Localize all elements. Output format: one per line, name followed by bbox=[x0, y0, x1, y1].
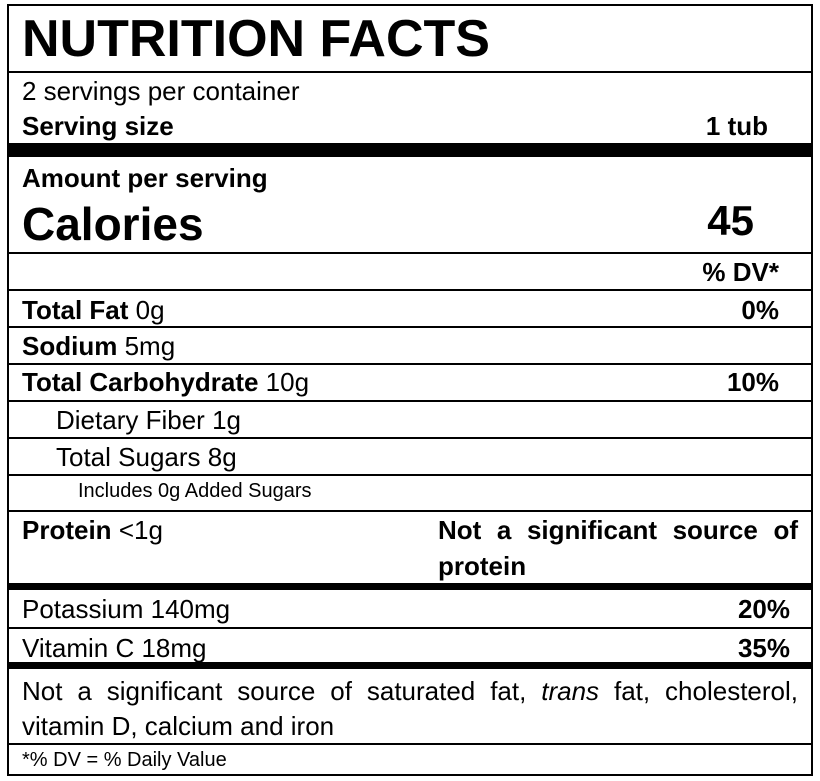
nutrient-amount: 5mg bbox=[124, 331, 176, 361]
nutrient-name: Total Carbohydrate bbox=[22, 367, 259, 397]
nutrient-amount: 10g bbox=[265, 367, 310, 397]
serving-size-value: 1 tub bbox=[705, 111, 768, 141]
calories-label: Calories bbox=[22, 198, 204, 250]
divider bbox=[7, 326, 813, 328]
added-sugars: Includes 0g Added Sugars bbox=[78, 480, 312, 502]
divider bbox=[7, 627, 813, 629]
nutrient-name: Total Sugars bbox=[56, 442, 201, 472]
vitamin-row: Potassium 140mg bbox=[22, 591, 230, 627]
nutrient-row: Sodium 5mg bbox=[22, 328, 175, 364]
footnote-text: fat, cholesterol, vitamin D, calcium and… bbox=[22, 676, 798, 741]
divider bbox=[7, 474, 813, 476]
title: NUTRITION FACTS bbox=[22, 10, 490, 68]
dv-header: % DV* bbox=[702, 257, 779, 287]
nutrient-name: Total Fat bbox=[22, 295, 129, 325]
nutrient-row: Total Carbohydrate 10g bbox=[22, 364, 309, 400]
divider bbox=[7, 437, 813, 439]
nutrient-dv: 0% bbox=[741, 295, 779, 325]
footnote-text: Not a significant source of saturated fa… bbox=[22, 676, 542, 706]
servings-per-container: 2 servings per container bbox=[22, 76, 300, 106]
nutrient-name: Dietary Fiber bbox=[56, 405, 205, 435]
divider bbox=[7, 252, 813, 254]
thick-divider bbox=[7, 583, 813, 590]
dv-note: *% DV = % Daily Value bbox=[22, 749, 227, 771]
nutrient-amount: 1g bbox=[212, 405, 241, 435]
label-border bbox=[7, 4, 813, 776]
serving-size-label: Serving size bbox=[22, 111, 174, 141]
thick-divider bbox=[7, 662, 813, 669]
nutrient-amount: <1g bbox=[118, 515, 163, 545]
footnote-italic: trans bbox=[541, 676, 600, 706]
amount-per-serving: Amount per serving bbox=[22, 163, 268, 193]
vitamin-name: Potassium bbox=[22, 594, 144, 624]
divider bbox=[7, 71, 813, 73]
vitamin-amount: 18mg bbox=[141, 633, 207, 663]
protein-dv: Not a significant source of protein bbox=[438, 515, 798, 581]
vitamin-row: Vitamin C 18mg bbox=[22, 630, 207, 666]
divider bbox=[7, 363, 813, 365]
divider bbox=[7, 510, 813, 512]
nutrient-row: Total Sugars 8g bbox=[56, 439, 237, 475]
nutrient-row: Protein <1g bbox=[22, 512, 163, 548]
vitamin-name: Vitamin C bbox=[22, 633, 135, 663]
thick-divider bbox=[7, 143, 813, 157]
vitamin-dv: 20% bbox=[737, 594, 790, 624]
nutrient-row: Total Fat 0g bbox=[22, 292, 165, 328]
nutrient-dv: 10% bbox=[726, 367, 779, 397]
calories-value: 45 bbox=[707, 197, 754, 244]
nutrient-name: Protein bbox=[22, 515, 112, 545]
divider bbox=[7, 289, 813, 291]
nutrient-amount: 0g bbox=[135, 295, 165, 325]
nutrient-amount: 8g bbox=[207, 442, 237, 472]
vitamin-amount: 140mg bbox=[150, 594, 231, 624]
divider bbox=[7, 743, 813, 745]
nutrient-row: Dietary Fiber 1g bbox=[56, 402, 241, 438]
footnote: Not a significant source of saturated fa… bbox=[22, 674, 798, 744]
divider bbox=[7, 400, 813, 402]
vitamin-dv: 35% bbox=[737, 633, 790, 663]
nutrient-name: Sodium bbox=[22, 331, 118, 361]
